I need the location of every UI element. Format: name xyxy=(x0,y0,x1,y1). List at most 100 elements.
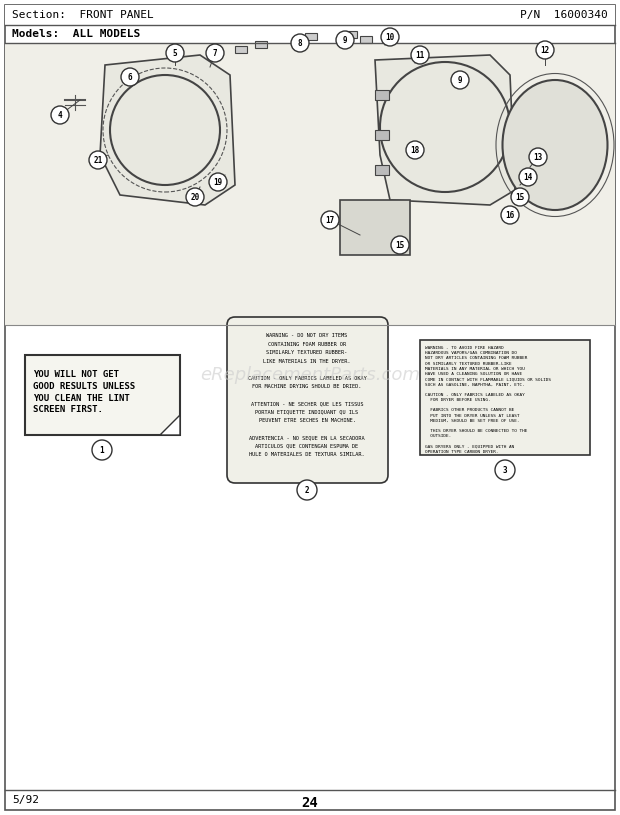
Circle shape xyxy=(451,71,469,89)
Text: 10: 10 xyxy=(386,33,394,42)
Circle shape xyxy=(89,151,107,169)
Circle shape xyxy=(92,440,112,460)
Bar xyxy=(375,130,389,140)
Bar xyxy=(345,31,357,38)
Text: 9: 9 xyxy=(343,36,347,45)
Circle shape xyxy=(206,44,224,62)
Text: CONTAINING FOAM RUBBER OR: CONTAINING FOAM RUBBER OR xyxy=(268,341,346,346)
Text: 4: 4 xyxy=(58,111,63,120)
Text: ARTICULOS QUE CONTENGAN ESPUMA DE: ARTICULOS QUE CONTENGAN ESPUMA DE xyxy=(255,443,358,448)
Text: THIS DRYER SHOULD BE CONNECTED TO THE: THIS DRYER SHOULD BE CONNECTED TO THE xyxy=(425,430,528,434)
Text: OR SIMILARLY TEXTURED RUBBER-LIKE: OR SIMILARLY TEXTURED RUBBER-LIKE xyxy=(425,362,512,366)
FancyBboxPatch shape xyxy=(25,355,180,435)
Text: 17: 17 xyxy=(326,215,335,224)
Text: SIMILARLY TEXTURED RUBBER-: SIMILARLY TEXTURED RUBBER- xyxy=(267,350,348,355)
Text: COME IN CONTACT WITH FLAMMABLE LIQUIDS OR SOLIDS: COME IN CONTACT WITH FLAMMABLE LIQUIDS O… xyxy=(425,377,551,381)
Circle shape xyxy=(186,188,204,206)
Text: 15: 15 xyxy=(396,240,405,249)
Text: MATERIALS IN ANY MATERIAL OR WHICH YOU: MATERIALS IN ANY MATERIAL OR WHICH YOU xyxy=(425,367,525,371)
Text: 20: 20 xyxy=(190,192,200,201)
Text: 5: 5 xyxy=(173,49,177,58)
Circle shape xyxy=(209,173,227,191)
Circle shape xyxy=(51,106,69,124)
Text: WARNING - DO NOT DRY ITEMS: WARNING - DO NOT DRY ITEMS xyxy=(267,333,348,338)
Text: CAUTION - ONLY FABRICS LABELED AS OKAY: CAUTION - ONLY FABRICS LABELED AS OKAY xyxy=(247,376,366,381)
Text: 21: 21 xyxy=(94,156,103,165)
Circle shape xyxy=(336,31,354,49)
Text: HAZARDOUS VAPORS/GAS COMBINATION DO: HAZARDOUS VAPORS/GAS COMBINATION DO xyxy=(425,351,517,355)
Circle shape xyxy=(536,41,554,59)
Circle shape xyxy=(411,46,429,64)
Text: 2: 2 xyxy=(304,486,309,495)
Circle shape xyxy=(501,206,519,224)
Circle shape xyxy=(381,28,399,46)
Circle shape xyxy=(406,141,424,159)
Text: OUTSIDE.: OUTSIDE. xyxy=(425,434,451,438)
Circle shape xyxy=(166,44,184,62)
Circle shape xyxy=(495,460,515,480)
Text: ADVERTENCIA - NO SEQUE EN LA SECADORA: ADVERTENCIA - NO SEQUE EN LA SECADORA xyxy=(249,435,365,440)
Text: 7: 7 xyxy=(213,49,218,58)
Text: 12: 12 xyxy=(541,46,549,55)
Text: GAS DRYERS ONLY - EQUIPPED WITH AN: GAS DRYERS ONLY - EQUIPPED WITH AN xyxy=(425,445,514,449)
Text: FOR DRYER BEFORE USING.: FOR DRYER BEFORE USING. xyxy=(425,398,490,402)
Text: CAUTION - ONLY FABRICS LABELED AS OKAY: CAUTION - ONLY FABRICS LABELED AS OKAY xyxy=(425,393,525,397)
Text: PUT INTO THE DRYER UNLESS AT LEAST: PUT INTO THE DRYER UNLESS AT LEAST xyxy=(425,413,520,417)
Polygon shape xyxy=(160,415,180,435)
Polygon shape xyxy=(375,55,515,205)
Circle shape xyxy=(529,148,547,166)
Circle shape xyxy=(297,480,317,500)
Text: FOR MACHINE DRYING SHOULD BE DRIED.: FOR MACHINE DRYING SHOULD BE DRIED. xyxy=(252,384,361,389)
Text: 18: 18 xyxy=(410,146,420,155)
Text: LIKE MATERIALS IN THE DRYER.: LIKE MATERIALS IN THE DRYER. xyxy=(264,359,351,363)
Text: PEUVENT ETRE SECHES EN MACHINE.: PEUVENT ETRE SECHES EN MACHINE. xyxy=(259,418,355,423)
Text: 13: 13 xyxy=(533,152,542,161)
Text: 8: 8 xyxy=(298,38,303,47)
Circle shape xyxy=(511,188,529,206)
Text: 19: 19 xyxy=(213,178,223,187)
Text: HULE O MATERIALES DE TEXTURA SIMILAR.: HULE O MATERIALES DE TEXTURA SIMILAR. xyxy=(249,452,365,457)
FancyBboxPatch shape xyxy=(420,340,590,455)
Circle shape xyxy=(291,34,309,52)
Text: OPERATION TYPE CARBON DRYER.: OPERATION TYPE CARBON DRYER. xyxy=(425,450,498,454)
Bar xyxy=(375,90,389,100)
Circle shape xyxy=(519,168,537,186)
Text: 6: 6 xyxy=(128,73,132,82)
Text: 14: 14 xyxy=(523,173,533,182)
Bar xyxy=(340,200,410,255)
Polygon shape xyxy=(100,55,235,205)
Circle shape xyxy=(321,211,339,229)
Circle shape xyxy=(391,236,409,254)
Bar xyxy=(5,5,615,25)
Text: 9: 9 xyxy=(458,76,463,85)
Text: 3: 3 xyxy=(503,465,507,474)
Bar xyxy=(305,33,317,40)
Text: ATTENTION - NE SECHER QUE LES TISSUS: ATTENTION - NE SECHER QUE LES TISSUS xyxy=(250,401,363,406)
Text: YOU WILL NOT GET
GOOD RESULTS UNLESS
YOU CLEAN THE LINT
SCREEN FIRST.: YOU WILL NOT GET GOOD RESULTS UNLESS YOU… xyxy=(33,370,135,414)
Bar xyxy=(375,165,389,175)
Bar xyxy=(360,36,372,43)
Text: NOT DRY ARTICLES CONTAINING FOAM RUBBER: NOT DRY ARTICLES CONTAINING FOAM RUBBER xyxy=(425,356,528,360)
Text: FABRICS OTHER PRODUCTS CANNOT BE: FABRICS OTHER PRODUCTS CANNOT BE xyxy=(425,408,514,412)
Text: 16: 16 xyxy=(505,210,515,219)
Text: HAVE USED A CLEANING SOLUTION OR HAVE: HAVE USED A CLEANING SOLUTION OR HAVE xyxy=(425,372,522,376)
Text: MEDIUM, SHOULD BE SET FREE OF USE.: MEDIUM, SHOULD BE SET FREE OF USE. xyxy=(425,419,520,423)
Bar xyxy=(255,41,267,48)
Bar xyxy=(5,43,615,325)
Ellipse shape xyxy=(502,80,608,210)
Bar xyxy=(235,46,247,53)
Text: 1: 1 xyxy=(100,446,104,455)
Text: WARNING - TO AVOID FIRE HAZARD: WARNING - TO AVOID FIRE HAZARD xyxy=(425,346,503,350)
Text: 11: 11 xyxy=(415,51,425,59)
Text: 15: 15 xyxy=(515,192,525,201)
Text: 5/92: 5/92 xyxy=(12,795,39,805)
Circle shape xyxy=(121,68,139,86)
Text: Section:  FRONT PANEL: Section: FRONT PANEL xyxy=(12,10,154,20)
Text: P/N  16000340: P/N 16000340 xyxy=(520,10,608,20)
FancyBboxPatch shape xyxy=(227,317,388,483)
Text: SUCH AS GASOLINE, NAPHTHA, PAINT, ETC.: SUCH AS GASOLINE, NAPHTHA, PAINT, ETC. xyxy=(425,382,525,386)
Text: 24: 24 xyxy=(301,796,319,810)
Text: Models:  ALL MODELS: Models: ALL MODELS xyxy=(12,29,140,39)
Text: eReplacementParts.com: eReplacementParts.com xyxy=(200,366,420,384)
Text: PORTAN ETIQUETTE INDIQUANT QU ILS: PORTAN ETIQUETTE INDIQUANT QU ILS xyxy=(255,409,358,415)
